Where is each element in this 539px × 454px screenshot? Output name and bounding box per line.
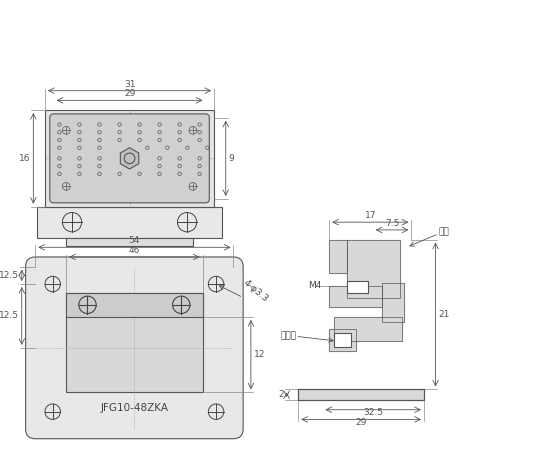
Bar bbox=[37, 207, 222, 237]
Text: 12.5: 12.5 bbox=[0, 311, 19, 321]
Bar bbox=[329, 240, 347, 273]
Text: M4: M4 bbox=[308, 281, 321, 291]
Text: 54: 54 bbox=[129, 237, 140, 245]
Text: 17: 17 bbox=[364, 211, 376, 220]
Text: 29: 29 bbox=[355, 418, 367, 427]
Polygon shape bbox=[382, 283, 404, 322]
Polygon shape bbox=[329, 330, 356, 351]
Bar bbox=[347, 240, 400, 297]
Bar bbox=[334, 317, 402, 341]
Text: 12.5: 12.5 bbox=[0, 271, 19, 280]
Text: 夹线板: 夹线板 bbox=[281, 332, 297, 341]
Text: 16: 16 bbox=[19, 154, 30, 163]
Bar bbox=[298, 390, 424, 400]
Polygon shape bbox=[334, 317, 402, 341]
Bar bbox=[66, 293, 203, 392]
Bar bbox=[45, 110, 214, 207]
Text: 7.5: 7.5 bbox=[385, 219, 399, 228]
Bar bbox=[66, 293, 203, 317]
Text: 46: 46 bbox=[129, 246, 140, 255]
Text: JFG10-48ZKA: JFG10-48ZKA bbox=[100, 403, 168, 413]
Bar bbox=[298, 390, 424, 400]
Text: 32.5: 32.5 bbox=[363, 409, 383, 418]
Text: 9: 9 bbox=[229, 154, 234, 163]
Text: 12: 12 bbox=[254, 350, 265, 359]
Bar bbox=[334, 333, 351, 347]
Bar bbox=[347, 281, 368, 293]
Text: 21: 21 bbox=[438, 310, 450, 319]
Polygon shape bbox=[329, 240, 347, 273]
Bar bbox=[329, 330, 356, 351]
Polygon shape bbox=[329, 286, 382, 307]
Text: 31: 31 bbox=[124, 80, 135, 89]
Bar bbox=[329, 286, 382, 307]
Polygon shape bbox=[347, 240, 400, 297]
Bar bbox=[66, 237, 193, 247]
Polygon shape bbox=[120, 148, 139, 169]
FancyBboxPatch shape bbox=[50, 114, 209, 203]
FancyBboxPatch shape bbox=[26, 257, 243, 439]
Bar bbox=[382, 283, 404, 322]
Text: 2: 2 bbox=[278, 390, 284, 399]
Text: 碝套: 碝套 bbox=[438, 227, 449, 237]
Text: 29: 29 bbox=[124, 89, 135, 99]
Text: 4-φ3.3: 4-φ3.3 bbox=[241, 278, 270, 304]
